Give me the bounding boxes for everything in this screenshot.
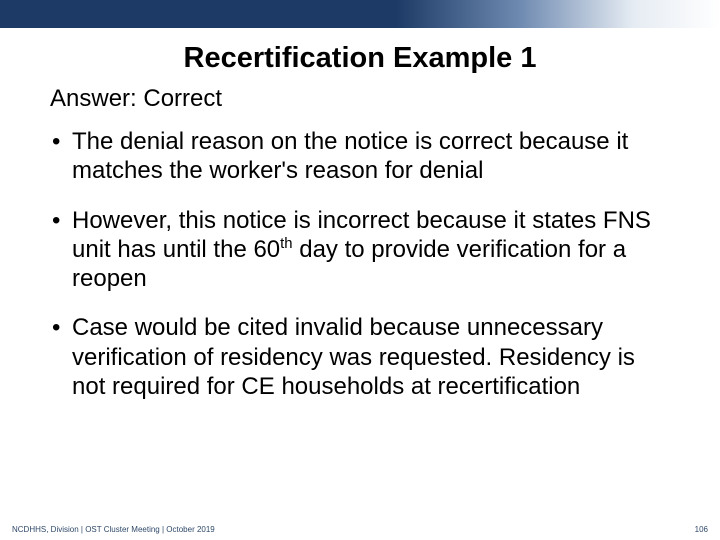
bullet-item: Case would be cited invalid because unne… bbox=[50, 313, 670, 401]
footer: NCDHHS, Division | OST Cluster Meeting |… bbox=[0, 525, 720, 534]
bullet-text: The denial reason on the notice is corre… bbox=[72, 128, 628, 184]
slide-container: Recertification Example 1 Answer: Correc… bbox=[0, 0, 720, 540]
slide-title: Recertification Example 1 bbox=[0, 42, 720, 75]
top-gradient-bar bbox=[0, 0, 720, 28]
bullet-item: However, this notice is incorrect becaus… bbox=[50, 206, 670, 294]
superscript: th bbox=[280, 236, 292, 252]
answer-line: Answer: Correct bbox=[50, 85, 670, 113]
page-number: 106 bbox=[695, 525, 708, 534]
bullet-list: The denial reason on the notice is corre… bbox=[50, 127, 670, 401]
bullet-item: The denial reason on the notice is corre… bbox=[50, 127, 670, 186]
footer-left-text: NCDHHS, Division | OST Cluster Meeting |… bbox=[12, 525, 215, 534]
content-area: Answer: Correct The denial reason on the… bbox=[0, 85, 720, 401]
bullet-text: Case would be cited invalid because unne… bbox=[72, 314, 635, 400]
